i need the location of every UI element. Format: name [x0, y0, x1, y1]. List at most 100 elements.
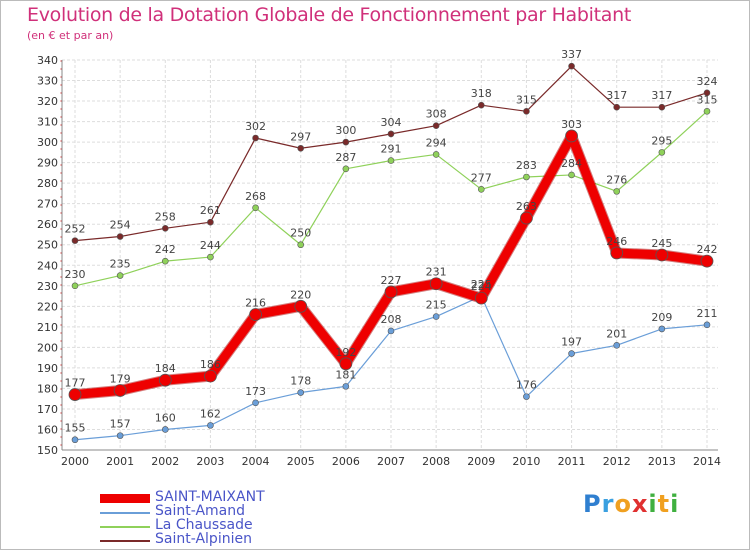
- data-point: [658, 325, 666, 333]
- data-point: [523, 393, 530, 400]
- y-tick-label: 270: [37, 198, 58, 211]
- y-tick-label: 180: [37, 382, 58, 395]
- data-label: 245: [651, 237, 672, 250]
- y-tick-label: 260: [37, 218, 58, 231]
- data-label: 291: [381, 143, 402, 156]
- data-label: 162: [200, 407, 221, 420]
- data-point: [565, 129, 578, 143]
- x-tick-label: 2006: [332, 455, 360, 468]
- proxiti-logo: Proxiti: [583, 490, 679, 518]
- data-label: 318: [471, 87, 492, 100]
- data-label: 178: [290, 375, 311, 388]
- data-point: [116, 272, 124, 279]
- logo-letter: x: [631, 490, 649, 518]
- legend-swatch: [100, 540, 150, 542]
- data-label: 294: [426, 136, 447, 149]
- data-point: [71, 237, 79, 244]
- data-point: [523, 173, 530, 181]
- x-tick-label: 2012: [603, 455, 631, 468]
- data-point: [71, 282, 79, 290]
- data-point: [700, 254, 714, 268]
- data-label: 246: [606, 235, 627, 248]
- data-label: 337: [561, 48, 582, 61]
- data-label: 324: [697, 75, 718, 88]
- data-point: [703, 89, 711, 97]
- data-point: [207, 218, 214, 226]
- x-tick-label: 2003: [196, 455, 224, 468]
- data-label: 160: [155, 411, 176, 424]
- y-tick-label: 240: [37, 259, 58, 272]
- data-point: [68, 388, 82, 401]
- data-label: 225: [471, 278, 492, 291]
- data-label: 300: [335, 124, 356, 137]
- data-label: 235: [110, 258, 131, 271]
- data-label: 268: [245, 190, 266, 203]
- y-tick-label: 190: [37, 362, 58, 375]
- data-point: [342, 165, 350, 173]
- logo-letter: P: [583, 490, 602, 518]
- data-point: [158, 373, 172, 387]
- data-label: 308: [426, 108, 447, 121]
- x-tick-label: 2001: [106, 455, 134, 468]
- data-label: 216: [245, 297, 266, 310]
- legend-swatch: [100, 494, 150, 503]
- data-point: [207, 422, 214, 429]
- x-tick-label: 2002: [151, 455, 179, 468]
- data-point: [161, 426, 169, 433]
- data-label: 173: [245, 385, 266, 398]
- logo-letter: t: [657, 490, 671, 518]
- data-label: 263: [516, 200, 537, 213]
- legend-label: La Chaussade: [155, 517, 253, 533]
- y-tick-label: 310: [37, 116, 58, 129]
- x-tick-label: 2000: [61, 455, 89, 468]
- data-point: [113, 384, 127, 397]
- y-tick-label: 220: [37, 300, 58, 313]
- data-label: 304: [381, 116, 402, 129]
- data-point: [116, 233, 124, 240]
- data-point: [658, 149, 666, 156]
- data-point: [249, 308, 262, 321]
- y-tick-label: 210: [37, 321, 58, 334]
- data-label: 284: [561, 157, 582, 170]
- data-point: [432, 313, 440, 320]
- data-point: [432, 122, 440, 129]
- data-label: 283: [516, 159, 537, 172]
- data-point: [387, 327, 395, 335]
- data-point: [703, 321, 711, 329]
- data-label: 211: [697, 307, 718, 320]
- data-point: [568, 62, 575, 70]
- data-point: [613, 188, 621, 195]
- data-label: 317: [651, 89, 672, 102]
- data-point: [384, 285, 398, 299]
- data-point: [297, 241, 305, 249]
- data-label: 295: [651, 134, 672, 147]
- data-label: 227: [381, 274, 402, 287]
- data-label: 209: [651, 311, 672, 324]
- data-point: [477, 101, 485, 109]
- data-label: 252: [65, 223, 86, 236]
- data-label: 208: [381, 313, 402, 326]
- x-tick-label: 2011: [558, 455, 586, 468]
- data-point: [523, 108, 530, 115]
- data-label: 177: [65, 377, 86, 390]
- data-point: [297, 144, 305, 152]
- legend-label: SAINT-MAIXANT: [155, 489, 265, 505]
- data-label: 192: [335, 346, 356, 359]
- data-point: [252, 204, 259, 212]
- data-point: [297, 389, 305, 396]
- y-tick-label: 330: [37, 75, 58, 88]
- data-label: 302: [245, 120, 266, 133]
- data-point: [204, 369, 217, 383]
- y-tick-label: 250: [37, 239, 58, 252]
- x-tick-label: 2009: [467, 455, 495, 468]
- data-label: 215: [426, 299, 447, 312]
- data-point: [161, 225, 169, 232]
- y-tick-label: 340: [37, 54, 58, 67]
- data-point: [252, 134, 259, 142]
- chart-title: Evolution de la Dotation Globale de Fonc…: [27, 4, 632, 26]
- x-tick-label: 2004: [242, 455, 270, 468]
- y-tick-label: 320: [37, 95, 58, 108]
- legend-swatch: [100, 512, 150, 514]
- data-label: 276: [606, 173, 627, 186]
- y-tick-label: 290: [37, 157, 58, 170]
